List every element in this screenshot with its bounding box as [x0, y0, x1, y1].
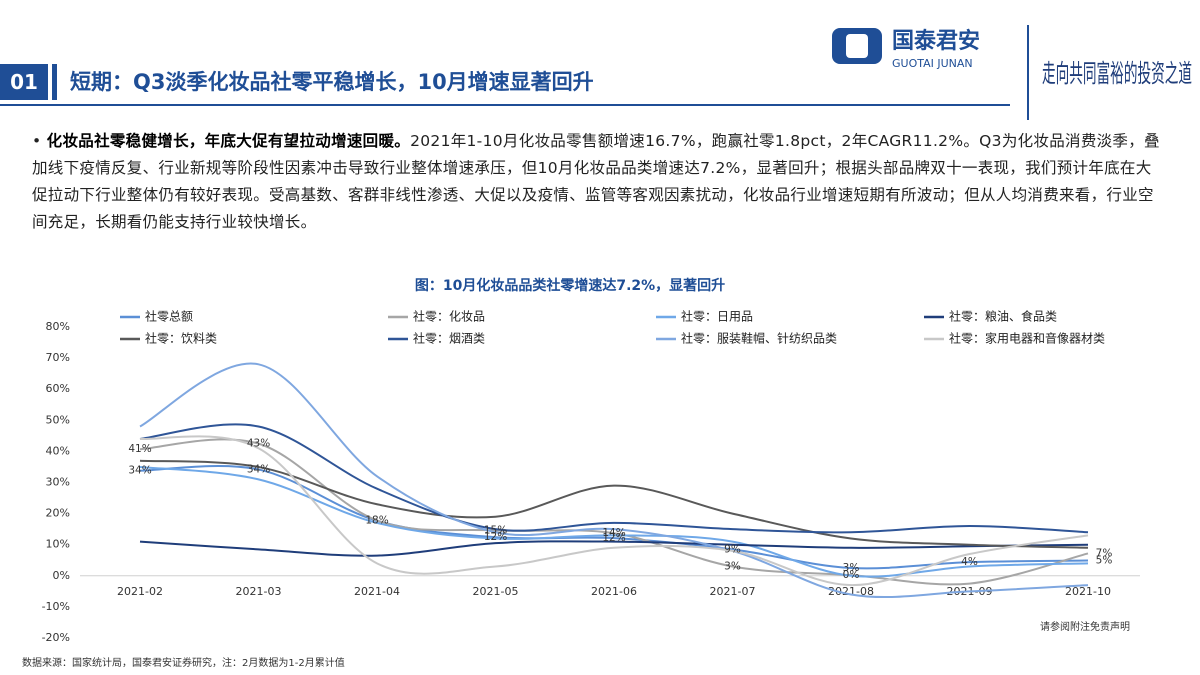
data-label: 34%	[247, 463, 270, 475]
y-tick-label: -10%	[42, 600, 70, 613]
data-label: 12%	[602, 532, 625, 544]
y-tick-label: 80%	[46, 320, 70, 333]
series-line	[139, 540, 1089, 557]
x-tick-label: 2021-10	[1065, 585, 1111, 598]
series-line	[139, 435, 1089, 587]
bullet-text: • 化妆品社零稳健增长，年底大促有望拉动增速回暖。2021年1-10月化妆品零售…	[32, 132, 1160, 231]
y-tick-label: 30%	[46, 476, 70, 489]
disclaimer: 请参阅附注免责声明	[1040, 620, 1130, 633]
x-tick-label: 2021-06	[591, 585, 637, 598]
logo-english: GUOTAI JUNAN	[892, 57, 973, 70]
data-label: 43%	[247, 438, 270, 450]
y-tick-label: 70%	[46, 351, 70, 364]
y-tick-label: 40%	[46, 444, 70, 457]
logo: 国泰君安 GUOTAI JUNAN 走向共同富裕的投资之道	[832, 25, 1192, 120]
data-label: 3%	[724, 560, 741, 572]
data-label: 9%	[724, 543, 741, 555]
x-tick-label: 2021-04	[354, 585, 400, 598]
x-tick-label: 2021-02	[117, 585, 163, 598]
bullet-body: 2021年1-10月化妆品零售额增速16.7%，跑赢社零1.8pct，2年CAG…	[32, 132, 1160, 231]
legend-label: 社零：烟酒类	[413, 331, 485, 346]
logo-name: 国泰君安	[892, 28, 980, 54]
y-tick-label: -20%	[42, 631, 70, 644]
y-tick-label: 0%	[53, 569, 70, 582]
data-label: 18%	[365, 514, 388, 526]
series-line	[139, 438, 1089, 586]
logo-icon-inner	[846, 34, 868, 58]
series-line	[139, 423, 1089, 534]
data-label: 14%	[602, 527, 625, 539]
series-line	[139, 459, 1089, 549]
y-tick-label: 50%	[46, 413, 70, 426]
data-label: 7%	[1096, 547, 1113, 559]
logo-slogan: 走向共同富裕的投资之道	[1042, 59, 1192, 88]
data-label: 12%	[484, 531, 507, 543]
legend-label: 社零：化妆品	[413, 309, 485, 324]
chart-title: 图：10月化妆品品类社零增速达7.2%，显著回升	[415, 277, 725, 294]
data-label: 15%	[484, 524, 507, 536]
title-bar	[52, 64, 57, 100]
data-label: 41%	[128, 443, 151, 455]
legend-label: 社零：日用品	[681, 309, 753, 324]
slide-title: 短期：Q3淡季化妆品社零平稳增长，10月增速显著回升	[70, 70, 594, 94]
legend-label: 社零：粮油、食品类	[949, 309, 1057, 324]
legend-label: 社零：服装鞋帽、针纺织品类	[681, 331, 837, 346]
x-tick-label: 2021-03	[236, 585, 282, 598]
y-tick-label: 10%	[46, 538, 70, 551]
bullet-bold: 化妆品社零稳健增长，年底大促有望拉动增速回暖。	[46, 132, 411, 150]
x-tick-label: 2021-08	[828, 585, 874, 598]
legend-label: 社零：饮料类	[145, 331, 217, 346]
data-label: 4%	[961, 556, 978, 568]
series-line	[139, 362, 1089, 599]
series-line	[139, 465, 1089, 570]
source: 数据来源：国家统计局，国泰君安证券研究，注：2月数据为1-2月累计值	[22, 656, 345, 669]
data-label: 34%	[128, 465, 151, 477]
data-label: 0%	[843, 569, 860, 581]
y-tick-label: 60%	[46, 382, 70, 395]
data-label: 5%	[1096, 555, 1113, 567]
data-label: 3%	[843, 562, 860, 574]
x-tick-label: 2021-07	[710, 585, 756, 598]
y-tick-label: 20%	[46, 507, 70, 520]
x-tick-label: 2021-05	[473, 585, 519, 598]
legend-label: 社零：家用电器和音像器材类	[949, 331, 1105, 346]
legend-label: 社零总额	[145, 309, 193, 324]
section-number: 01	[0, 64, 48, 100]
series-line	[139, 465, 1089, 578]
title-rule	[0, 104, 1010, 106]
